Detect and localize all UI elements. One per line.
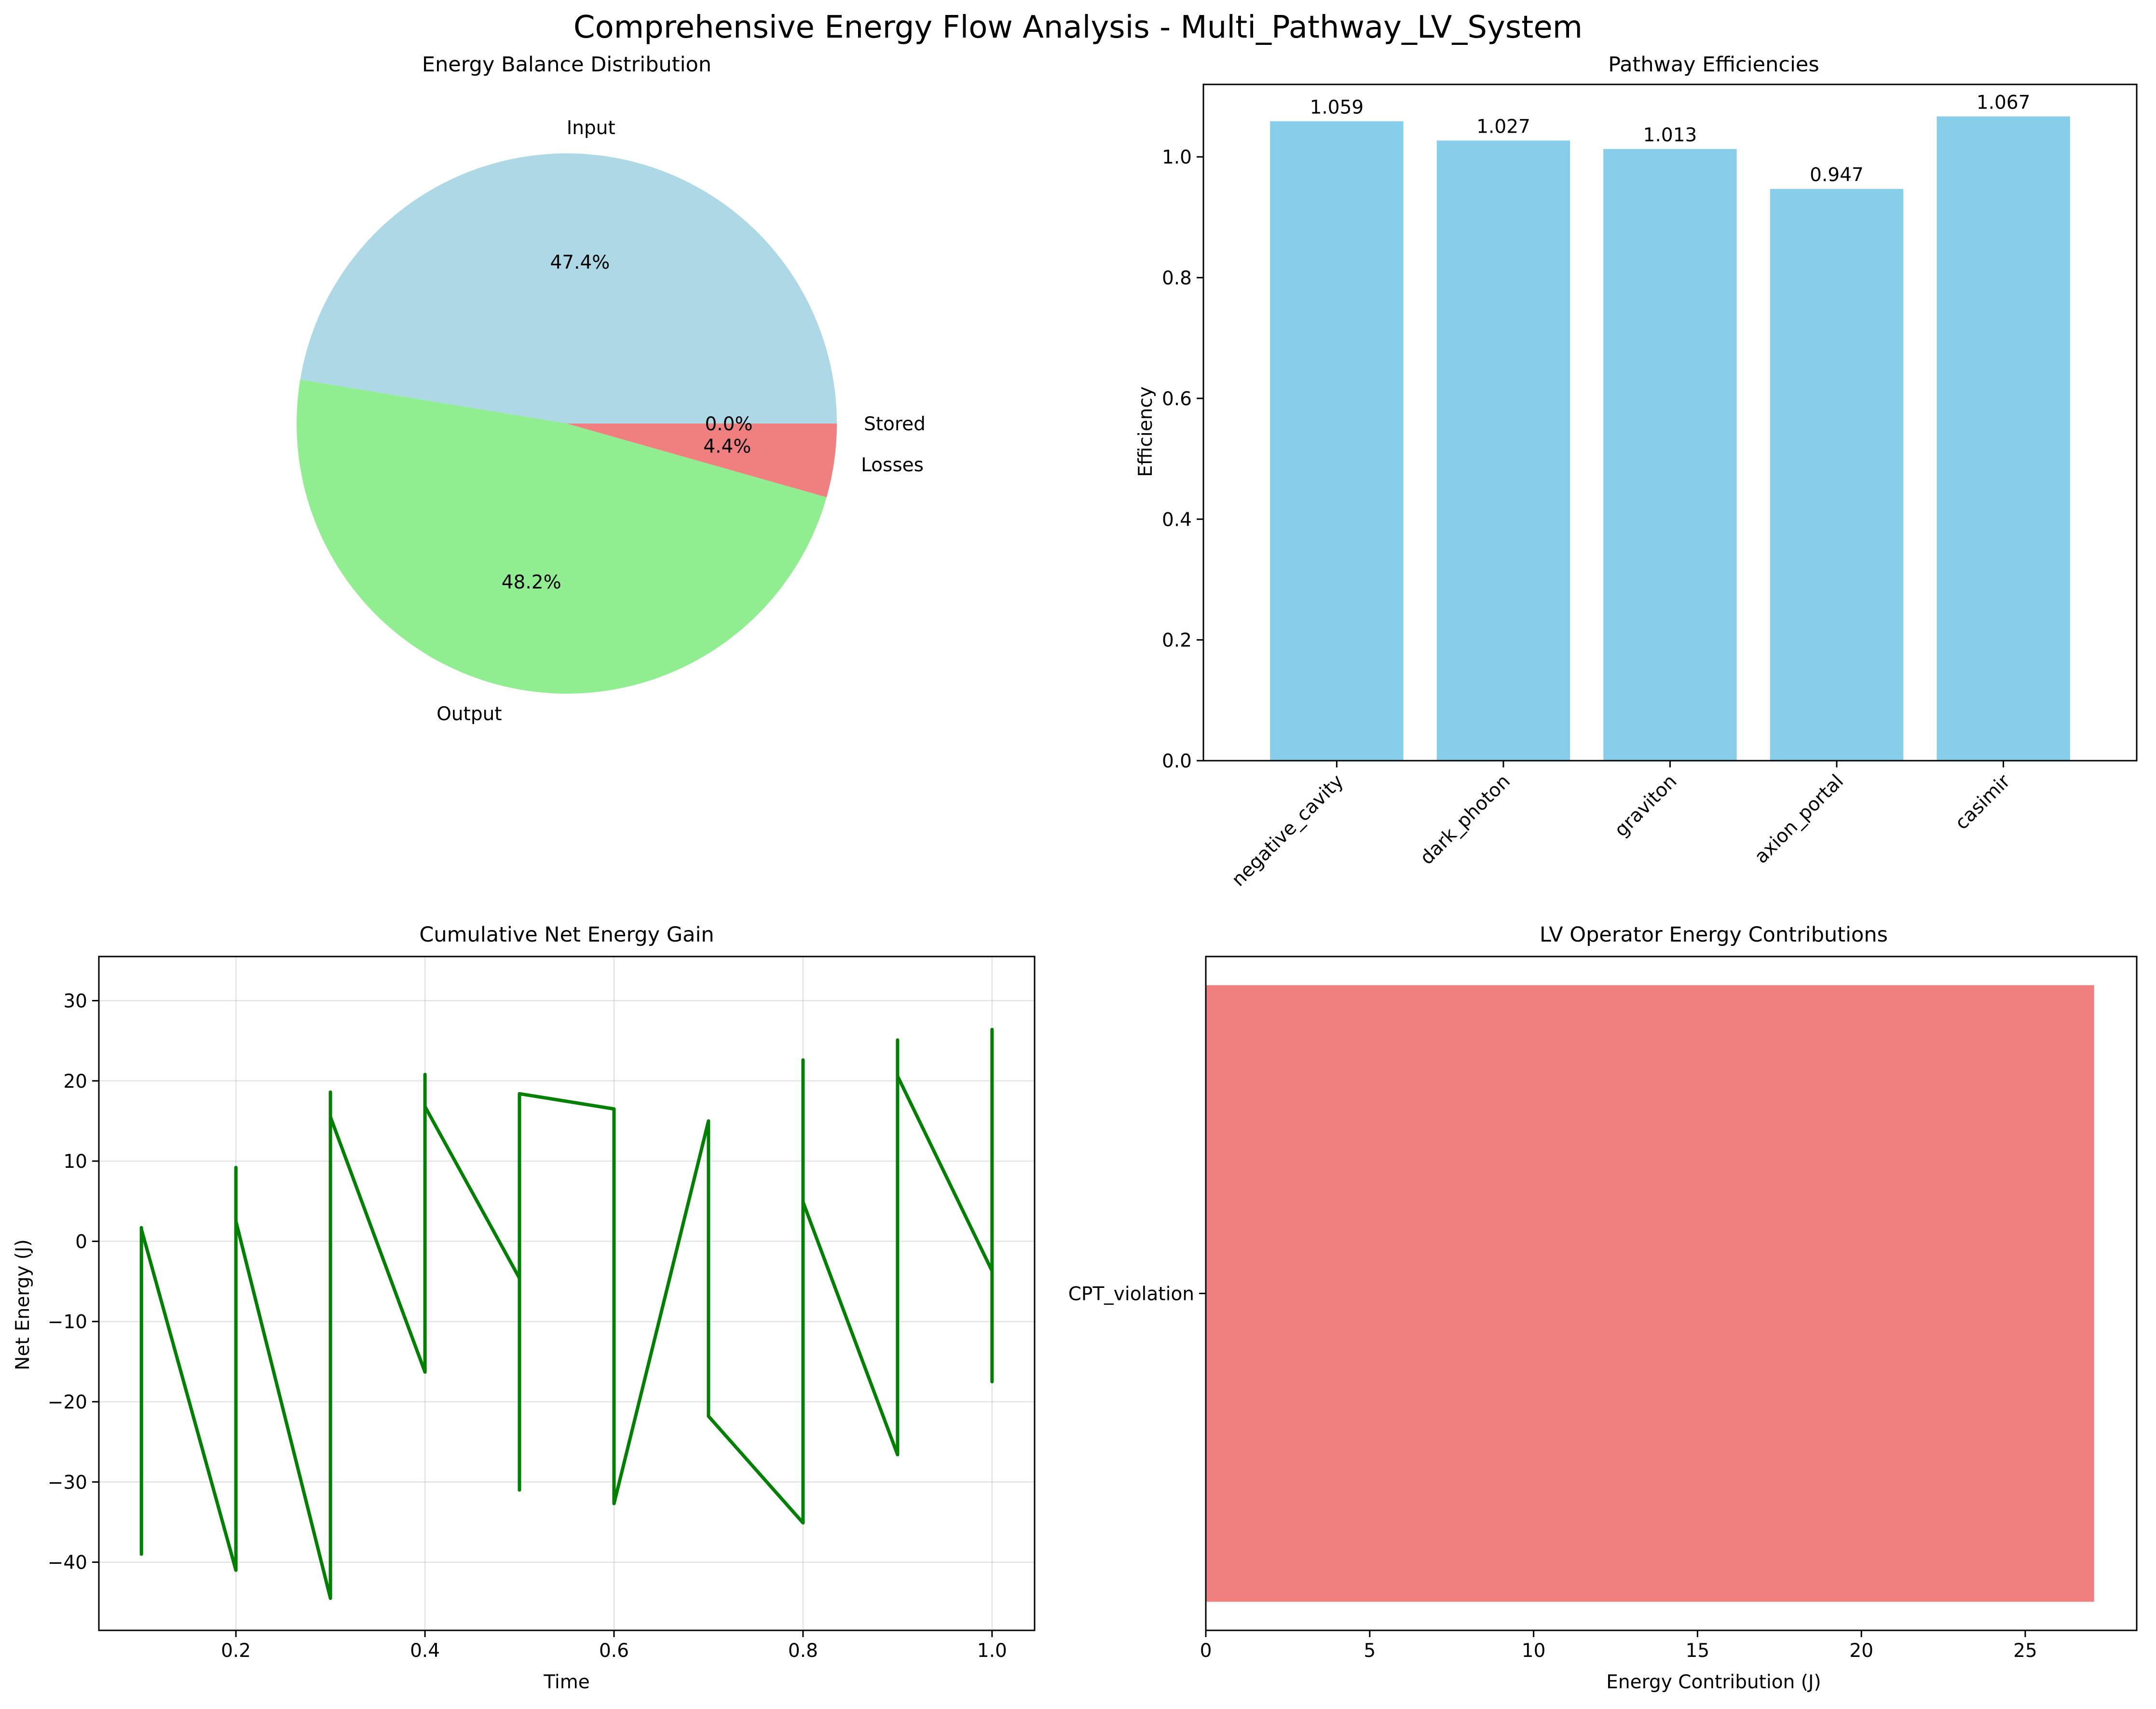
y-tick-label: 10 [63, 1151, 87, 1173]
pie-slice [567, 424, 837, 497]
line-title: Cumulative Net Energy Gain [419, 923, 714, 947]
x-tick-label: 0.2 [221, 1640, 251, 1662]
bar [1937, 116, 2070, 761]
pie-title: Energy Balance Distribution [422, 53, 711, 77]
hbar [1206, 985, 2094, 1602]
y-tick-label: 0.2 [1162, 630, 1192, 652]
x-tick-label: 10 [1522, 1640, 1546, 1662]
y-tick-label: 0.8 [1162, 268, 1192, 289]
pie-slice [297, 379, 827, 694]
bar-value-label: 1.013 [1643, 124, 1697, 146]
y-tick-label: 0.6 [1162, 388, 1192, 410]
plot-frame [1205, 956, 2138, 1631]
bar-value-label: 0.947 [1810, 164, 1864, 186]
y-tick-label: −40 [48, 1552, 87, 1574]
y-tick-label: 20 [63, 1071, 87, 1093]
figure-title: Comprehensive Energy Flow Analysis - Mul… [573, 10, 1583, 45]
y-tick-label: −10 [48, 1312, 87, 1333]
series-line [139, 1027, 994, 1600]
x-tick-label: 0 [1200, 1640, 1212, 1662]
y-tick-label: −20 [48, 1392, 87, 1413]
y-tick-label: CPT_violation [1068, 1284, 1194, 1305]
y-tick-label: 1.0 [1162, 147, 1192, 168]
bar-value-label: 1.059 [1310, 96, 1364, 118]
x-tick-label: 0.4 [410, 1640, 440, 1662]
bar-title: Pathway Efficiencies [1608, 53, 1819, 77]
lv-operator-hbar-chart: LV Operator Energy Contributions Energy … [1068, 923, 2138, 1693]
x-tick-label: 15 [1686, 1640, 1710, 1662]
pie-percent-label: 4.4% [703, 436, 751, 457]
bar-value-label: 1.027 [1476, 116, 1530, 137]
x-tick-label: 0.6 [599, 1640, 629, 1662]
pie-percent-label: 0.0% [705, 413, 752, 435]
pie-percent-label: 47.4% [550, 252, 610, 273]
x-tick-label: 0.8 [788, 1640, 818, 1662]
bar [1603, 149, 1737, 761]
net-energy-line-chart: Cumulative Net Energy Gain Time Net Ener… [12, 923, 1036, 1693]
y-tick-label: 30 [63, 991, 87, 1012]
y-tick-label: 0.0 [1162, 751, 1192, 772]
x-tick-label: 5 [1364, 1640, 1376, 1662]
line-ylabel: Net Energy (J) [12, 1239, 34, 1370]
pie-label: Stored [864, 413, 926, 435]
pie-label: Losses [861, 454, 924, 476]
bar [1270, 121, 1404, 761]
hbar-title: LV Operator Energy Contributions [1540, 923, 1888, 947]
x-tick-label: 25 [2013, 1640, 2037, 1662]
hbar-xlabel: Energy Contribution (J) [1606, 1671, 1821, 1693]
pie-label: Input [567, 117, 615, 139]
pie-chart: Energy Balance Distribution Input 47.4% Ou… [297, 53, 926, 725]
y-tick-label: 0.4 [1162, 509, 1192, 531]
bar [1770, 189, 1904, 761]
pie-percent-label: 48.2% [502, 572, 561, 593]
bar-value-label: 1.067 [1977, 92, 2031, 113]
plot-frame [98, 956, 1036, 1631]
bar-ylabel: Efficiency [1135, 386, 1157, 477]
pie-slice [300, 153, 837, 424]
x-tick-label: 1.0 [977, 1640, 1007, 1662]
x-tick-label: 20 [1849, 1640, 1873, 1662]
y-tick-label: 0 [75, 1231, 87, 1253]
line-xlabel: Time [543, 1671, 589, 1693]
pie-label: Output [437, 703, 502, 725]
plot-frame [1202, 83, 2138, 762]
bar [1436, 140, 1570, 761]
y-tick-label: −30 [48, 1472, 87, 1493]
